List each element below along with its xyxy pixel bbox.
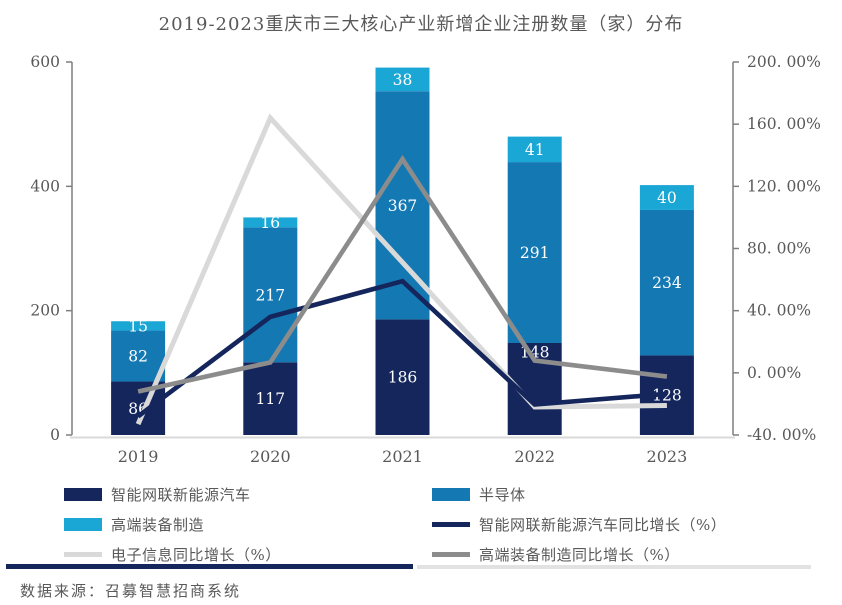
bar-value-label: 234: [652, 274, 682, 292]
left-axis-tick-label: 400: [30, 177, 60, 195]
bar-value-label: 186: [388, 369, 418, 387]
bar-value-label: 117: [256, 390, 286, 408]
left-axis-tick-label: 0: [50, 426, 60, 444]
legend-item-2: 高端装备制造: [64, 509, 432, 539]
bar-segment: [639, 209, 694, 356]
right-axis-tick-label: 40. 00%: [747, 302, 811, 320]
legend-item-1: 半导体: [432, 479, 780, 509]
left-axis-tick-label: 200: [30, 302, 60, 320]
x-axis-category-label: 2023: [647, 447, 688, 466]
legend-item-3: 智能网联新能源汽车同比增长（%）: [432, 509, 780, 539]
legend-line-swatch: [432, 521, 470, 527]
bar-value-label: 16: [260, 214, 280, 232]
bar-value-label: 217: [256, 286, 286, 304]
bar-segment: [375, 319, 430, 435]
chart-canvas: 0 200 400 600 -40. 00% 0. 00% 40. 00% 80. 00% 12…: [30, 53, 821, 466]
growth-line: [137, 154, 668, 394]
bar-value-label: 15: [128, 317, 148, 335]
legend-line-swatch: [432, 551, 470, 557]
legend-label: 智能网联新能源汽车同比增长（%）: [479, 515, 727, 534]
divider-navy-segment: [6, 564, 413, 569]
bar-segment: [111, 321, 166, 331]
bar-value-label: 41: [525, 141, 545, 159]
bar-segment: [243, 217, 298, 228]
divider-gray-segment: [417, 565, 811, 569]
bar-segment: [639, 185, 694, 210]
legend-line-swatch: [64, 551, 102, 557]
growth-line: [135, 113, 667, 426]
legend-item-5: 高端装备制造同比增长（%）: [432, 539, 780, 569]
legend-label: 高端装备制造: [111, 515, 205, 534]
right-axis-tick-label: 120. 00%: [747, 177, 821, 195]
right-axis-tick-label: 80. 00%: [747, 240, 811, 258]
bar-value-label: 291: [520, 244, 550, 262]
legend-bar-swatch: [64, 487, 102, 501]
right-axis-tick-label: 200. 00%: [747, 53, 821, 71]
bar-value-label: 367: [388, 197, 418, 215]
bar-value-label: 38: [393, 71, 413, 89]
x-axis-category-label: 2019: [118, 447, 159, 466]
bar-segment: [111, 330, 166, 382]
legend-label: 电子信息同比增长（%）: [111, 545, 281, 564]
x-axis-category-label: 2021: [382, 447, 423, 466]
data-source-text: 数据来源：召募智慧招商系统: [20, 582, 242, 600]
bar-segment: [507, 162, 562, 343]
bar-value-label: 40: [657, 189, 677, 207]
legend-label: 半导体: [479, 485, 526, 504]
chart-legend: 智能网联新能源汽车 半导体高端装备制造 智能网联新能源汽车同比增长（%） 电子信息同比…: [64, 479, 780, 569]
bar-segment: [375, 67, 430, 92]
x-axis-category-label: 2022: [514, 447, 555, 466]
x-axis-category-label: 2020: [250, 447, 291, 466]
right-axis-tick-label: 160. 00%: [747, 115, 821, 133]
left-axis-tick-label: 600: [30, 53, 60, 71]
bar-segment: [243, 227, 298, 363]
legend-bar-swatch: [64, 517, 102, 531]
chart-title: 2019-2023重庆市三大核心产业新增企业注册数量（家）分布: [158, 14, 684, 35]
right-axis-tick-label: 0. 00%: [747, 364, 801, 382]
bar-segment: [243, 362, 298, 435]
legend-item-0: 智能网联新能源汽车: [64, 479, 432, 509]
bar-segment: [507, 136, 562, 163]
legend-label: 智能网联新能源汽车: [111, 485, 251, 504]
legend-label: 高端装备制造同比增长（%）: [479, 545, 680, 564]
growth-line: [136, 278, 668, 419]
legend-bar-swatch: [432, 487, 470, 501]
right-axis-tick-label: -40. 00%: [747, 426, 816, 444]
legend-item-4: 电子信息同比增长（%）: [64, 539, 432, 569]
bar-value-label: 82: [128, 348, 148, 366]
